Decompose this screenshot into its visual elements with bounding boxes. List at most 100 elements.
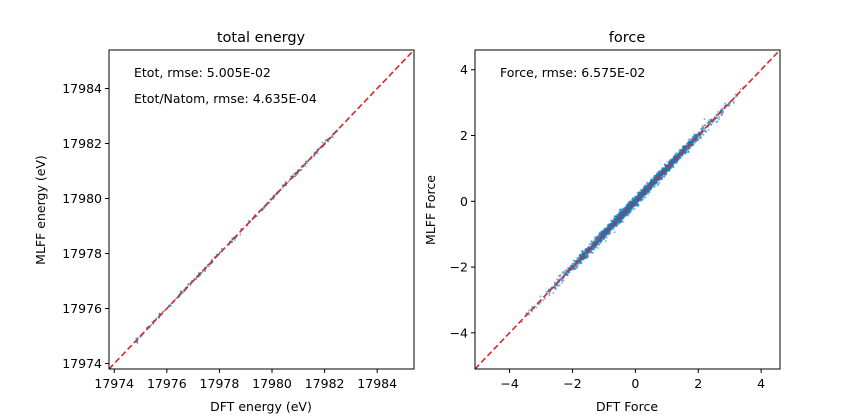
data-point xyxy=(672,161,675,164)
data-point xyxy=(609,232,612,235)
data-point xyxy=(612,217,615,220)
data-point xyxy=(573,267,576,270)
data-point xyxy=(189,284,192,287)
data-point xyxy=(331,135,333,138)
data-point xyxy=(239,233,242,236)
data-point xyxy=(629,200,632,203)
x-tick-label: 17980 xyxy=(252,376,292,391)
y-tick-label: 17982 xyxy=(62,136,102,151)
data-point xyxy=(574,265,577,268)
data-point xyxy=(195,278,198,281)
energy-x-axis-label: DFT energy (eV) xyxy=(210,399,312,414)
data-point xyxy=(685,149,688,152)
data-point xyxy=(719,108,722,111)
data-point xyxy=(661,169,664,172)
data-point xyxy=(724,102,727,105)
data-point xyxy=(292,173,295,176)
data-point xyxy=(689,145,692,148)
data-point xyxy=(640,193,643,196)
data-point xyxy=(664,173,667,176)
data-point xyxy=(662,167,665,170)
data-point xyxy=(622,216,625,219)
data-point xyxy=(678,149,681,152)
data-point xyxy=(707,128,710,131)
data-point xyxy=(681,148,684,151)
data-point xyxy=(563,270,566,273)
data-point xyxy=(684,147,687,150)
data-point xyxy=(652,179,655,182)
data-point xyxy=(552,291,555,294)
force-chart-title: force xyxy=(609,30,646,46)
force-panel: force −4 −2 0 2 4 −4 −2 0 2 4 DFT Force MLFF For… xyxy=(423,30,781,414)
data-point xyxy=(674,160,677,163)
force-reference-line xyxy=(474,49,781,370)
data-point xyxy=(640,199,643,202)
data-point xyxy=(663,163,666,166)
data-point xyxy=(324,139,327,142)
data-point xyxy=(708,119,711,122)
data-point xyxy=(591,251,594,254)
data-point xyxy=(680,154,683,157)
data-point xyxy=(644,196,647,199)
data-point xyxy=(698,136,701,139)
data-point xyxy=(313,155,316,157)
data-point xyxy=(682,146,685,149)
data-point xyxy=(722,111,725,114)
x-tick-label: 0 xyxy=(631,376,639,391)
y-tick-label: 17980 xyxy=(62,191,102,206)
data-point xyxy=(607,224,610,227)
data-point xyxy=(659,171,662,174)
data-point xyxy=(672,164,675,167)
data-point xyxy=(588,243,591,246)
data-point xyxy=(720,113,723,116)
data-point xyxy=(641,190,644,193)
data-point xyxy=(703,118,706,121)
energy-y-ticks: 17974 17976 17978 17980 17982 17984 xyxy=(62,81,109,371)
data-point xyxy=(718,117,721,120)
data-point xyxy=(587,247,590,250)
data-point xyxy=(588,252,591,255)
data-point xyxy=(612,228,615,231)
data-point xyxy=(653,176,656,179)
data-point xyxy=(687,142,690,145)
data-point xyxy=(306,162,308,165)
data-point xyxy=(645,185,648,188)
data-point xyxy=(284,180,287,183)
data-point xyxy=(556,278,559,281)
data-point xyxy=(274,193,277,196)
data-point xyxy=(687,138,690,141)
data-point xyxy=(591,248,594,251)
data-point xyxy=(158,312,161,315)
data-point xyxy=(710,118,713,121)
data-point xyxy=(574,260,577,263)
data-point xyxy=(605,236,608,239)
data-point xyxy=(702,126,705,129)
data-point xyxy=(641,197,644,200)
data-point xyxy=(635,202,638,205)
data-point xyxy=(555,288,558,291)
data-point xyxy=(717,110,720,113)
data-point xyxy=(609,222,612,225)
data-point xyxy=(656,184,659,187)
x-tick-label: −4 xyxy=(500,376,518,391)
y-tick-label: 4 xyxy=(460,62,468,77)
data-point xyxy=(220,247,223,250)
force-y-axis-label: MLFF Force xyxy=(423,175,438,245)
data-point xyxy=(665,167,668,170)
data-point xyxy=(634,204,637,207)
data-point xyxy=(653,186,656,189)
y-tick-label: −2 xyxy=(450,260,468,275)
data-point xyxy=(709,123,712,126)
data-point xyxy=(643,184,646,187)
data-point xyxy=(688,140,691,143)
data-point xyxy=(179,290,182,293)
data-point xyxy=(586,256,589,259)
x-tick-label: 17976 xyxy=(147,376,187,391)
data-point xyxy=(631,197,634,200)
data-point xyxy=(622,209,625,212)
data-point xyxy=(560,279,563,282)
data-point xyxy=(620,220,623,223)
data-point xyxy=(304,165,307,167)
x-tick-label: −2 xyxy=(563,376,581,391)
data-point xyxy=(602,232,605,235)
